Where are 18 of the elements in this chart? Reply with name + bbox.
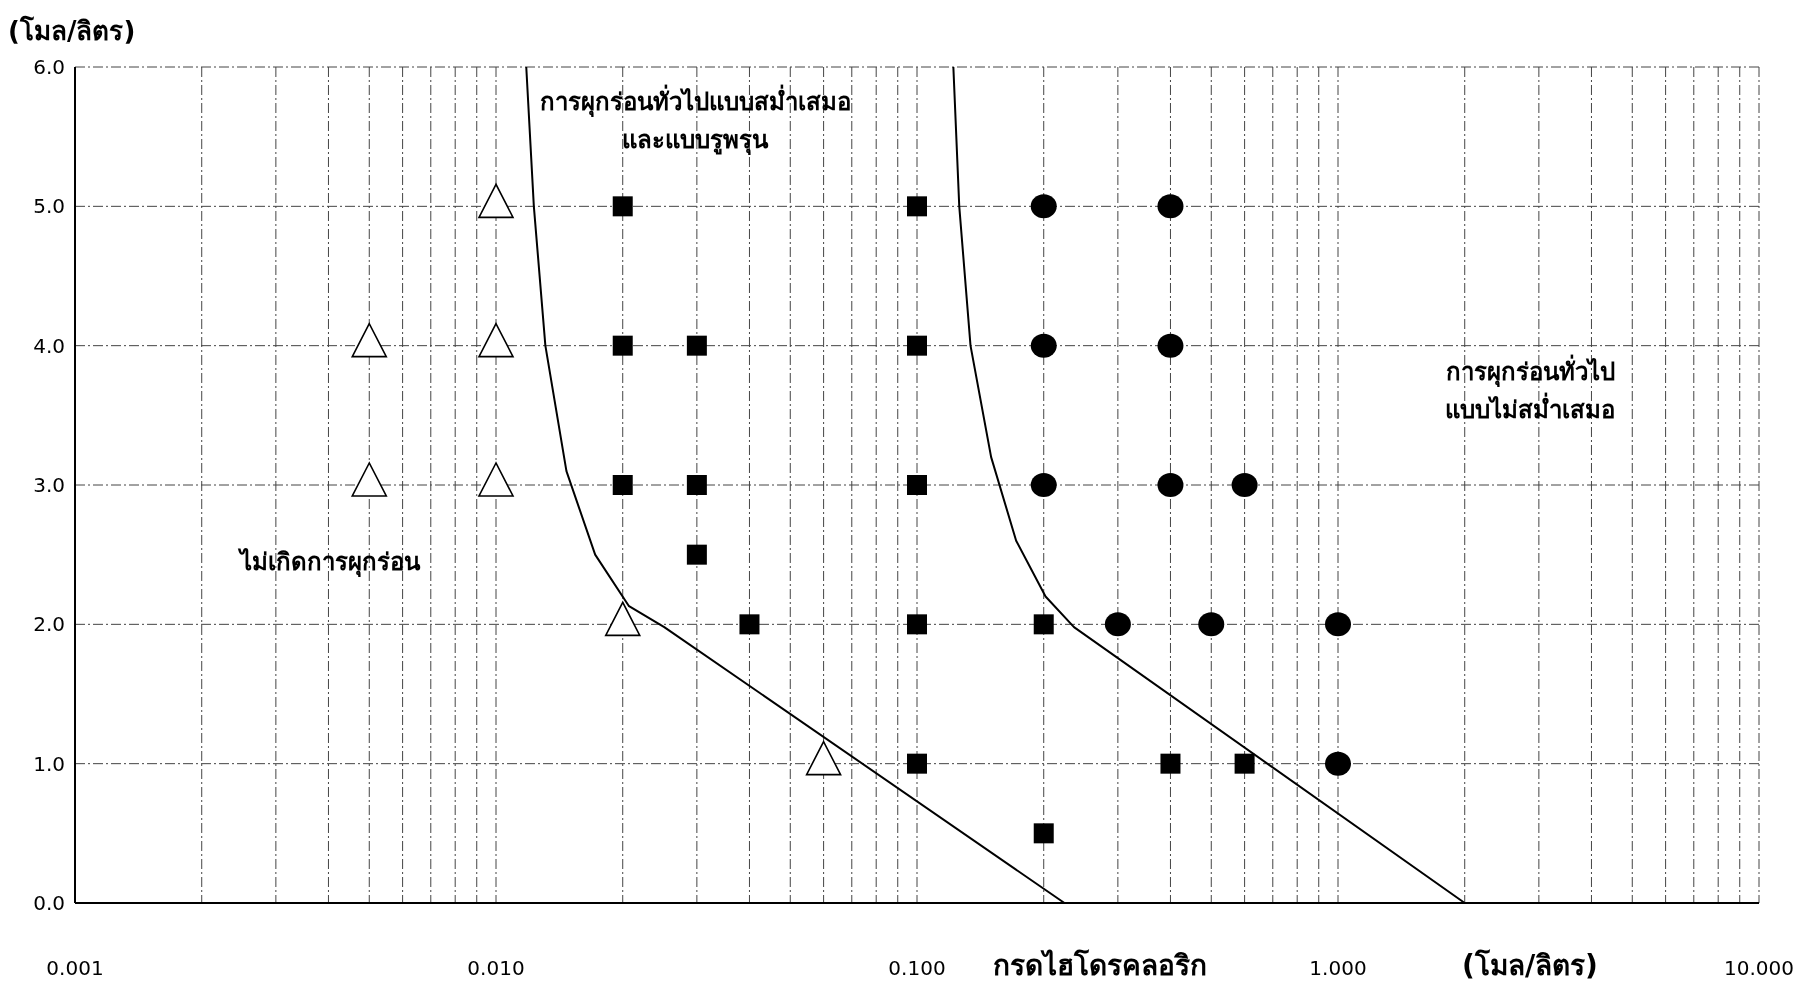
y-axis-title: (โมล/ลิตร) bbox=[8, 15, 136, 46]
x-tick-label: 10.000 bbox=[1724, 956, 1794, 980]
annotation: ไม่เกิดการผุกร่อน bbox=[237, 547, 421, 578]
y-tick-label: 0.0 bbox=[33, 891, 65, 915]
y-tick-label: 6.0 bbox=[33, 55, 65, 79]
x-tick-label: 1.000 bbox=[1309, 956, 1367, 980]
y-tick-label: 2.0 bbox=[33, 612, 65, 637]
x-axis-title: กรดไฮโดรคลอริก bbox=[993, 948, 1207, 982]
y-tick-label: 4.0 bbox=[33, 333, 65, 358]
y-tick-label: 1.0 bbox=[33, 751, 65, 776]
annotation: การผุกร่อนทั่วไปแบบสม่ำเสมอ และแบบรูพรุน bbox=[539, 84, 851, 157]
y-tick-label: 3.0 bbox=[33, 473, 65, 497]
y-tick-label: 5.0 bbox=[33, 194, 65, 219]
annotation: การผุกร่อนทั่วไป แบบไม่สม่ำเสมอ bbox=[1445, 354, 1615, 425]
x-tick-label: 0.100 bbox=[888, 956, 946, 980]
x-tick-label: 0.001 bbox=[46, 956, 104, 980]
x-tick-label: 0.010 bbox=[467, 956, 525, 980]
text: (โมล/ลิตร) bbox=[1462, 948, 1598, 982]
